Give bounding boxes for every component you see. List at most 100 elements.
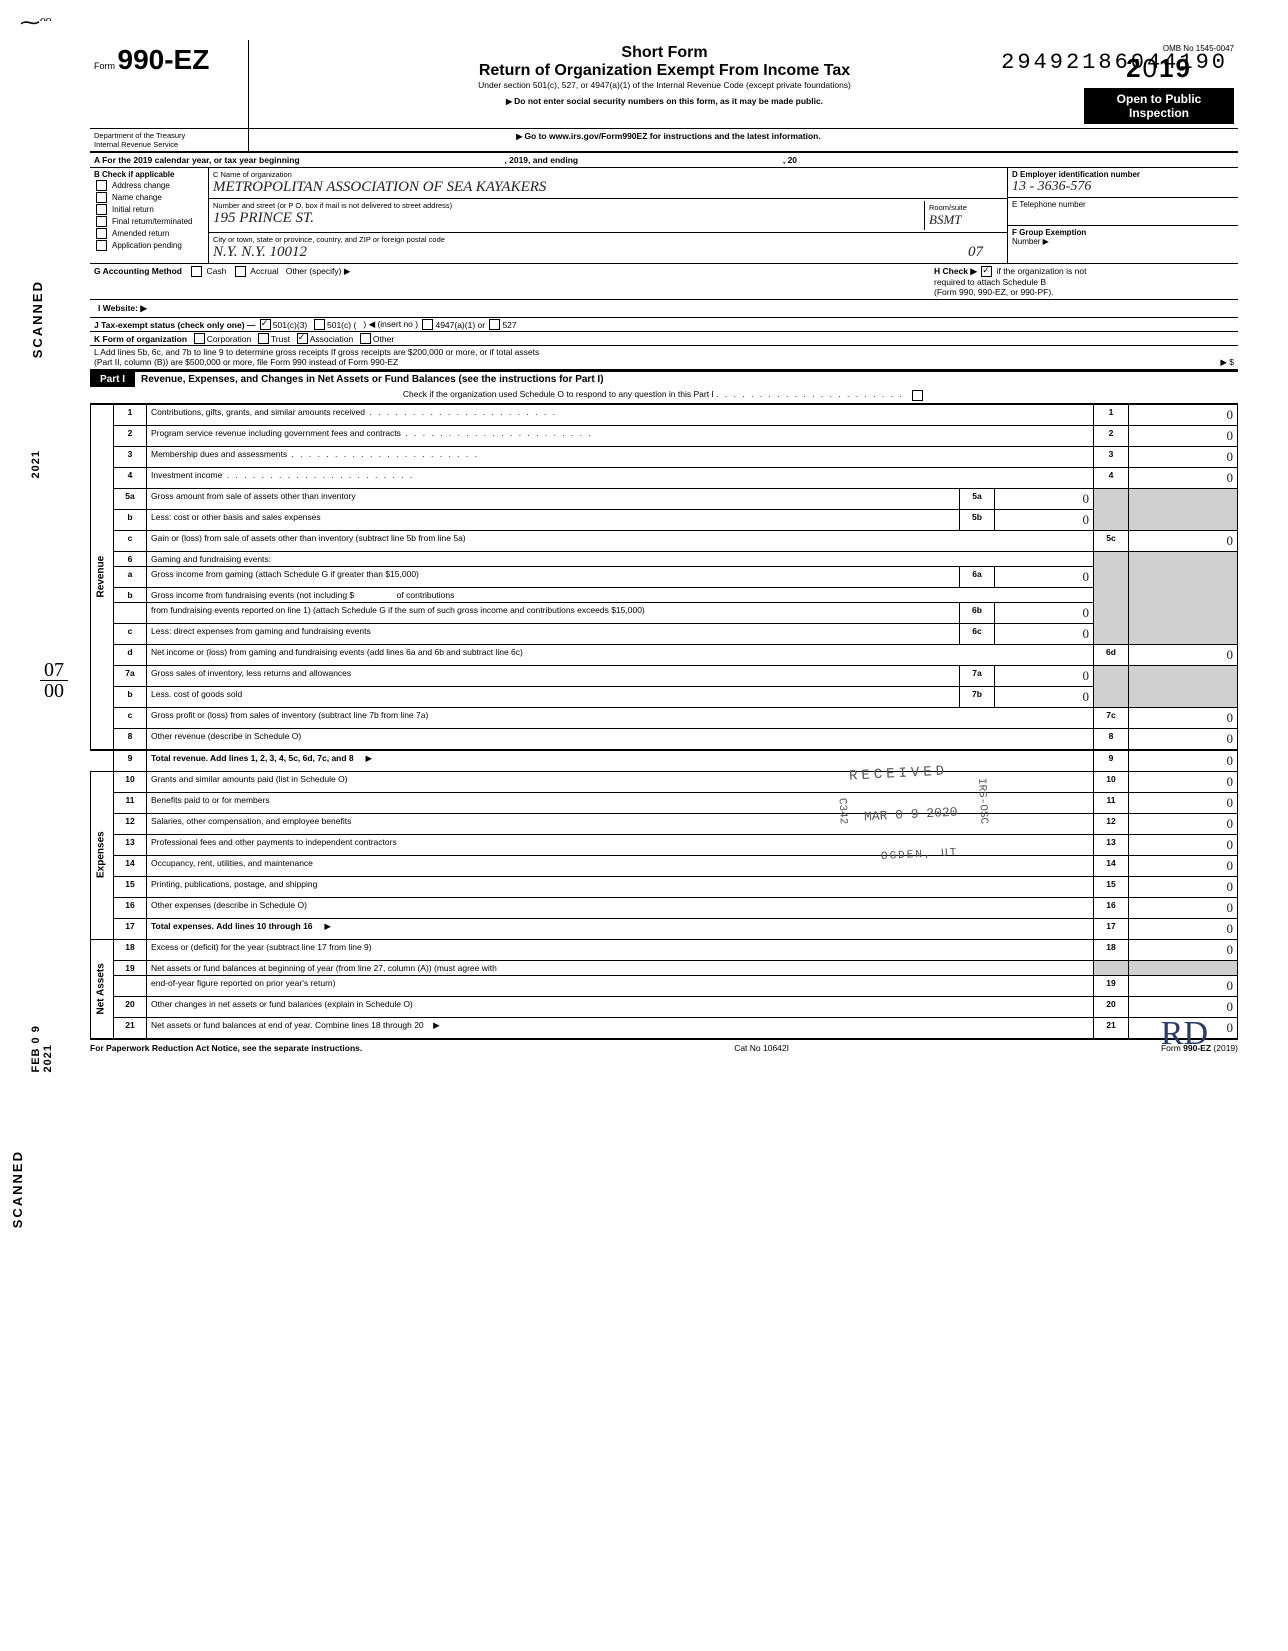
K-assoc: Association	[310, 334, 353, 344]
scribble-mark: ⁓ᵔᵔ	[20, 10, 52, 35]
chk-initial-return[interactable]	[96, 204, 107, 215]
l2-val[interactable]: 0	[1227, 428, 1234, 443]
l7a-val[interactable]: 0	[1083, 668, 1090, 683]
chk-amended[interactable]	[96, 228, 107, 239]
chk-final-return[interactable]	[96, 216, 107, 227]
chk-accrual[interactable]	[235, 266, 246, 277]
l6a-val[interactable]: 0	[1083, 569, 1090, 584]
chk-other-org[interactable]	[360, 333, 371, 344]
chk-trust[interactable]	[258, 333, 269, 344]
G-cash: Cash	[206, 266, 226, 276]
chk-corp[interactable]	[194, 333, 205, 344]
form-prefix: Form	[94, 61, 115, 71]
l21-desc: Net assets or fund balances at end of ye…	[151, 1020, 424, 1030]
l19a-desc: Net assets or fund balances at beginning…	[147, 960, 1094, 975]
l6b-val[interactable]: 0	[1083, 605, 1090, 620]
form-id-box: Form 990-EZ	[90, 40, 249, 128]
l5b-desc: Less: cost or other basis and sales expe…	[151, 512, 321, 522]
lines-table: Revenue 1Contributions, gifts, grants, a…	[90, 404, 1238, 1040]
chk-527[interactable]	[489, 319, 500, 330]
l14-val[interactable]: 0	[1227, 858, 1234, 873]
l15-val[interactable]: 0	[1227, 879, 1234, 894]
l19-val[interactable]: 0	[1227, 978, 1234, 993]
part1-schedO: Check if the organization used Schedule …	[403, 389, 714, 399]
G-label: G Accounting Method	[94, 266, 182, 276]
l7c-val[interactable]: 0	[1227, 710, 1234, 725]
col-C: C Name of organization METROPOLITAN ASSO…	[209, 168, 1007, 263]
chk-cash[interactable]	[191, 266, 202, 277]
chk-sched-b[interactable]	[981, 266, 992, 277]
inspection-label: Inspection	[1086, 106, 1232, 120]
ein-input[interactable]: 13 - 3636-576	[1012, 179, 1234, 195]
return-title: Return of Organization Exempt From Incom…	[257, 62, 1072, 80]
l15-desc: Printing, publications, postage, and shi…	[151, 879, 317, 889]
H-text: if the organization is not	[997, 266, 1087, 276]
l6d-val[interactable]: 0	[1227, 647, 1234, 662]
l4-val[interactable]: 0	[1227, 470, 1234, 485]
l10-val[interactable]: 0	[1227, 774, 1234, 789]
l6c-val[interactable]: 0	[1083, 626, 1090, 641]
B-item-2: Initial return	[112, 205, 154, 214]
side-stamp-date-1: FEB 0 9 2021	[30, 1020, 54, 1073]
l5b-val[interactable]: 0	[1083, 512, 1090, 527]
G-other: Other (specify) ▶	[286, 266, 351, 276]
city-input[interactable]: N.Y. N.Y. 10012	[213, 244, 307, 260]
J-label: J Tax-exempt status (check only one) —	[94, 320, 255, 330]
line-A-mid: , 2019, and ending	[504, 155, 578, 165]
org-name-input[interactable]: METROPOLITAN ASSOCIATION OF SEA KAYAKERS	[213, 179, 1003, 196]
chk-501c[interactable]	[314, 319, 325, 330]
l3-val[interactable]: 0	[1227, 449, 1234, 464]
l9-val[interactable]: 0	[1227, 753, 1234, 768]
side-expenses: Expenses	[91, 771, 114, 939]
l2-desc: Program service revenue including govern…	[151, 428, 401, 438]
B-item-3: Final return/terminated	[112, 217, 192, 226]
B-header: B Check if applicable	[94, 170, 204, 179]
l3-desc: Membership dues and assessments	[151, 449, 287, 459]
l7b-val[interactable]: 0	[1083, 689, 1090, 704]
J-insert: ) ◀ (insert no )	[363, 319, 418, 330]
l21-val[interactable]: 0	[1227, 1020, 1234, 1035]
title-box: Short Form Return of Organization Exempt…	[249, 40, 1080, 128]
chk-assoc[interactable]	[297, 333, 308, 344]
l18-val[interactable]: 0	[1227, 942, 1234, 957]
l17-val[interactable]: 0	[1227, 921, 1234, 936]
l6b-pre: Gross income from fundraising events (no…	[151, 590, 354, 600]
H-label: H Check ▶	[934, 266, 977, 276]
chk-501c3[interactable]	[260, 319, 271, 330]
margin-fraction-top: 07	[40, 660, 68, 681]
l20-val[interactable]: 0	[1227, 999, 1234, 1014]
chk-sched-o[interactable]	[912, 390, 923, 401]
l16-desc: Other expenses (describe in Schedule O)	[151, 900, 307, 910]
side-netassets: Net Assets	[91, 939, 114, 1039]
chk-app-pending[interactable]	[96, 240, 107, 251]
part1-title: Revenue, Expenses, and Changes in Net As…	[135, 372, 1238, 387]
J-501c: 501(c) (	[327, 320, 356, 330]
l7a-desc: Gross sales of inventory, less returns a…	[151, 668, 351, 678]
col-DEF: D Employer identification number 13 - 36…	[1007, 168, 1238, 263]
chk-4947[interactable]	[422, 319, 433, 330]
chk-address-change[interactable]	[96, 180, 107, 191]
line-A-end: , 20	[783, 155, 797, 165]
l5a-val[interactable]: 0	[1083, 491, 1090, 506]
initials-signature: RD	[1161, 1015, 1208, 1053]
l1-val[interactable]: 0	[1227, 407, 1234, 422]
B-item-4: Amended return	[112, 229, 169, 238]
G-accrual: Accrual	[250, 266, 278, 276]
phone-input[interactable]	[1012, 209, 1234, 223]
side-stamp-scanned-2: SCANNED	[10, 1150, 25, 1228]
l13-val[interactable]: 0	[1227, 837, 1234, 852]
K-label: K Form of organization	[94, 334, 187, 344]
margin-fraction-bot: 00	[40, 681, 68, 701]
l16-val[interactable]: 0	[1227, 900, 1234, 915]
l11-val[interactable]: 0	[1227, 795, 1234, 810]
l12-val[interactable]: 0	[1227, 816, 1234, 831]
J-501c3: 501(c)(3)	[273, 320, 307, 330]
street-input[interactable]: 195 PRINCE ST.	[213, 210, 924, 227]
l7b-desc: Less. cost of goods sold	[151, 689, 242, 699]
l13-desc: Professional fees and other payments to …	[151, 837, 397, 847]
chk-name-change[interactable]	[96, 192, 107, 203]
l5c-val[interactable]: 0	[1227, 533, 1234, 548]
line-A-begin: A For the 2019 calendar year, or tax yea…	[94, 155, 300, 165]
l8-val[interactable]: 0	[1227, 731, 1234, 746]
room-input[interactable]: BSMT	[929, 212, 999, 228]
